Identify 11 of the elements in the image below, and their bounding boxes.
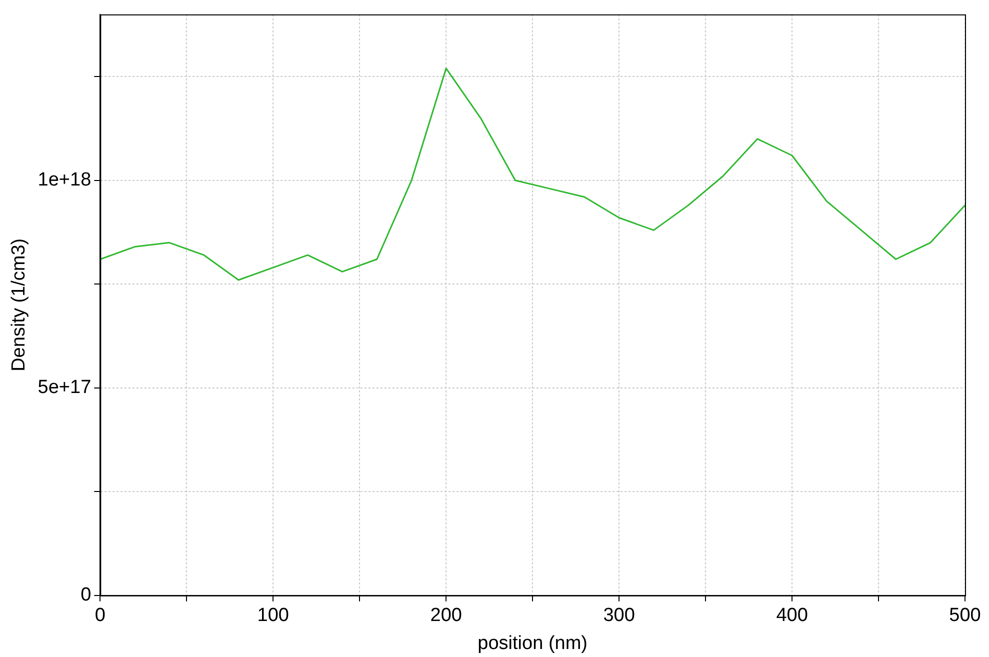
- x-tick-label: 100: [257, 605, 289, 626]
- x-tick-label: 200: [430, 605, 462, 626]
- x-tick-label: 500: [949, 605, 981, 626]
- x-tick-label: 0: [94, 605, 106, 626]
- x-tick-label: 300: [603, 605, 635, 626]
- x-tick-label: 400: [776, 605, 808, 626]
- y-tick-label: 1e+18: [38, 170, 92, 191]
- x-axis-title: position (nm): [478, 632, 588, 654]
- y-axis-title: Density (1/cm3): [8, 238, 30, 372]
- y-tick-label: 5e+17: [38, 377, 92, 398]
- y-tick-label: 0: [80, 584, 92, 606]
